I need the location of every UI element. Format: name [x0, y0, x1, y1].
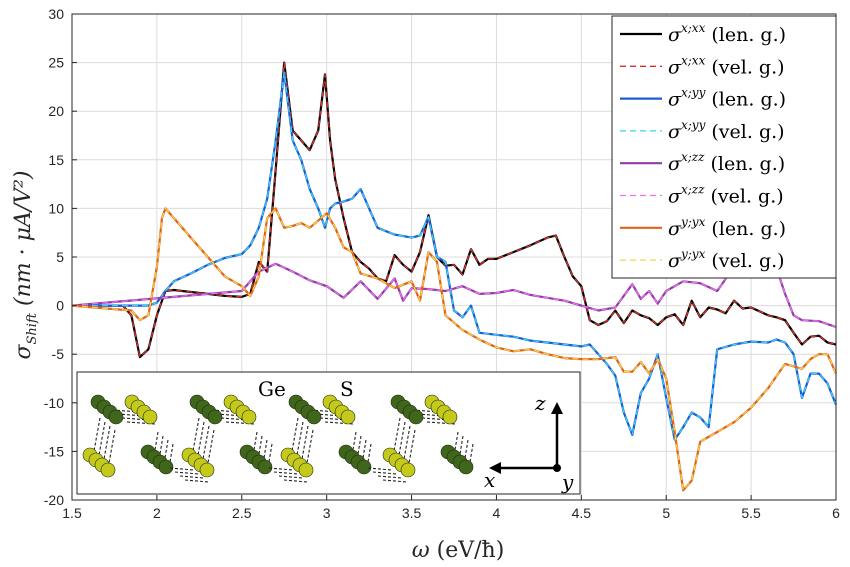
y-tick-label: -5 [52, 346, 65, 362]
y-tick-label: 10 [48, 200, 64, 216]
y-tick-label: -20 [44, 492, 64, 508]
x-tick-label: 3 [323, 505, 331, 521]
x-tick-label: 5 [662, 505, 670, 521]
atom-chains [82, 394, 474, 483]
legend: σx;xx (len. g.) σx;xx (vel. g.) σx;yy (len… [611, 15, 837, 279]
s-atom [241, 409, 257, 425]
ge-atom [108, 409, 124, 425]
bond-line [273, 471, 299, 475]
ge-atom [408, 409, 424, 425]
x-axis-label: ω (eV/ħ) [412, 538, 505, 563]
bond-line [184, 479, 210, 483]
x-tick-label: 2.5 [232, 505, 252, 521]
bond-line [372, 471, 398, 475]
x-tick-label: 4.5 [572, 505, 592, 521]
legend-label: σx;zz (vel. g.) [668, 183, 784, 208]
s-atom [100, 462, 116, 478]
series-line-8 [71, 207, 837, 491]
legend-label: σx;yy (len. g.) [668, 86, 786, 111]
x-tick-label: 3.5 [402, 505, 422, 521]
bond-line [382, 479, 408, 483]
ge-atom [306, 409, 322, 425]
y-tick-label: -10 [44, 395, 64, 411]
legend-label: σx;xx (len. g.) [668, 21, 786, 46]
ge-atom [257, 459, 273, 475]
ge-label: Ge [258, 377, 286, 401]
y-tick-label: 20 [48, 103, 64, 119]
s-atom [400, 462, 416, 478]
y-tick-label: 5 [56, 249, 64, 265]
s-atom [298, 462, 314, 478]
tick-labels: 1.5 2 2.5 3 3.5 4 4.5 5 5.5 6 -20 -15 -10 -5 0 5 10 15 20 2… [44, 6, 840, 521]
x-tick-label: 5.5 [741, 505, 761, 521]
bond-line [377, 475, 403, 479]
x-tick-label: 2 [153, 505, 161, 521]
s-atom [199, 462, 215, 478]
ge-atom [458, 459, 474, 475]
bond-line [268, 467, 294, 471]
y-tick-label: 25 [48, 55, 64, 71]
bond-line [174, 471, 200, 475]
z-axis-label: z [534, 391, 546, 415]
x-tick-label: 6 [832, 505, 840, 521]
legend-label: σy;yx (len. g.) [668, 215, 786, 240]
ge-atom [356, 459, 372, 475]
legend-label: σx;yy (vel. g.) [668, 118, 785, 143]
legend-label: σx;xx (vel. g.) [668, 53, 785, 78]
bond-line [367, 467, 393, 471]
bond-line [278, 475, 304, 479]
bond-line [283, 479, 309, 483]
y-axis-inset-label: y [561, 470, 574, 494]
y-tick-label: 30 [48, 6, 64, 22]
y-tick-label: -15 [44, 443, 64, 459]
y-tick-label: 0 [56, 298, 64, 314]
ge-atom [207, 409, 223, 425]
bond-line [169, 467, 195, 471]
legend-label: σx;zz (len. g.) [668, 150, 785, 175]
crystal-structure-inset: Ge S z x y [76, 371, 581, 495]
y-axis-label: σShift (nm · μA/V²) [11, 171, 40, 360]
x-tick-label: 4 [493, 505, 501, 521]
axes-triad: z x y [484, 391, 574, 494]
series-line-2 [72, 61, 837, 358]
s-label: S [340, 377, 354, 401]
x-axis-inset-label: x [484, 468, 495, 492]
series-line-3 [72, 71, 838, 441]
bond-line [179, 475, 205, 479]
y-tick-label: 15 [48, 152, 64, 168]
legend-label: σy;yx (vel. g.) [668, 247, 785, 272]
s-atom [442, 409, 458, 425]
s-atom [340, 409, 356, 425]
x-tick-label: 1.5 [62, 505, 82, 521]
ge-atom [158, 459, 174, 475]
s-atom [142, 409, 158, 425]
